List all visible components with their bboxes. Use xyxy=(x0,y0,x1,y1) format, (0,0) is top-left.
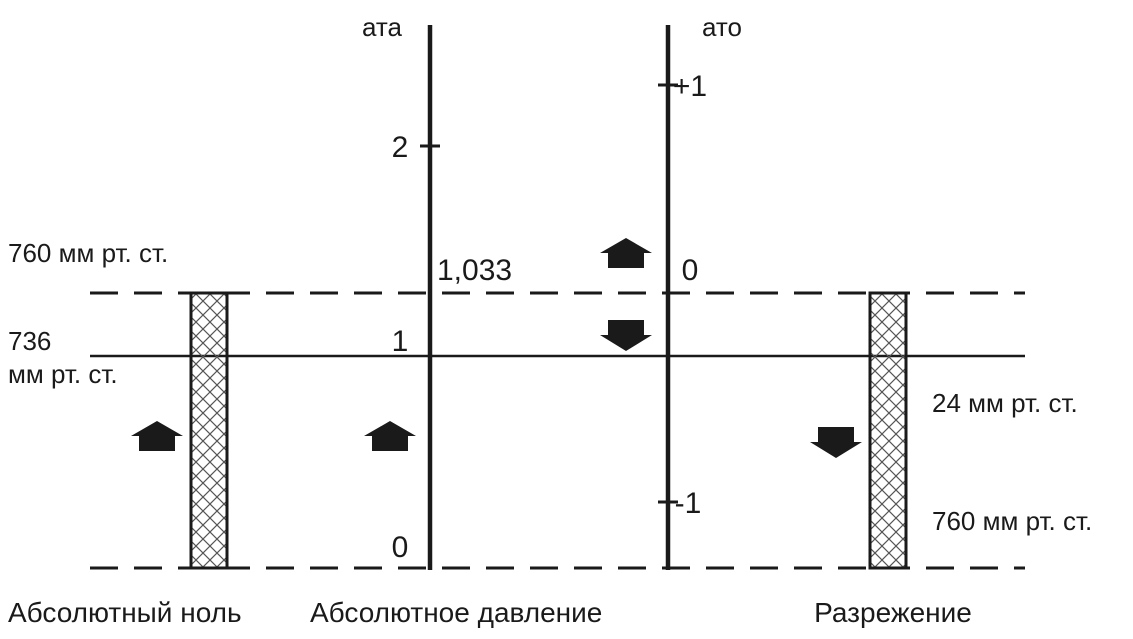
absolute-pressure-caption: Абсолютное давление xyxy=(310,597,602,628)
vacuum-full-label: 760 мм рт. ст. xyxy=(932,506,1092,536)
gauge-tick-label-plus-1: +1 xyxy=(673,70,707,103)
gauge-unit-label: ато xyxy=(702,12,742,42)
gauge-tick-label-minus-1: -1 xyxy=(675,487,702,520)
overpressure-up-arrow-icon xyxy=(600,238,652,268)
vacuum-caption: Разрежение xyxy=(814,597,972,628)
normal-pressure-label: 760 мм рт. ст. xyxy=(8,238,168,268)
absolute-tick-label-1033: 1,033 xyxy=(437,254,512,287)
absolute-zero-hatched-bar xyxy=(189,291,229,570)
absolute-zero-caption: Абсолютный ноль xyxy=(8,597,242,628)
vacuum-offset-label: 24 мм рт. ст. xyxy=(932,388,1078,418)
absolute-pressure-up-arrow-icon xyxy=(364,421,416,451)
absolute-unit-label: ата xyxy=(362,12,403,42)
local-pressure-value-label: 736 xyxy=(8,326,51,356)
vacuum-hatched-bar xyxy=(868,291,908,570)
local-pressure-unit-label: мм рт. ст. xyxy=(8,359,118,389)
absolute-tick-label-1: 1 xyxy=(392,325,409,358)
pressure-down-arrow-icon xyxy=(600,320,652,351)
gauge-tick-label-0: 0 xyxy=(682,254,699,287)
absolute-zero-up-arrow-icon xyxy=(131,421,183,451)
absolute-tick-label-2: 2 xyxy=(392,131,409,164)
vacuum-down-arrow-icon xyxy=(810,427,862,458)
absolute-tick-label-0: 0 xyxy=(392,531,409,564)
